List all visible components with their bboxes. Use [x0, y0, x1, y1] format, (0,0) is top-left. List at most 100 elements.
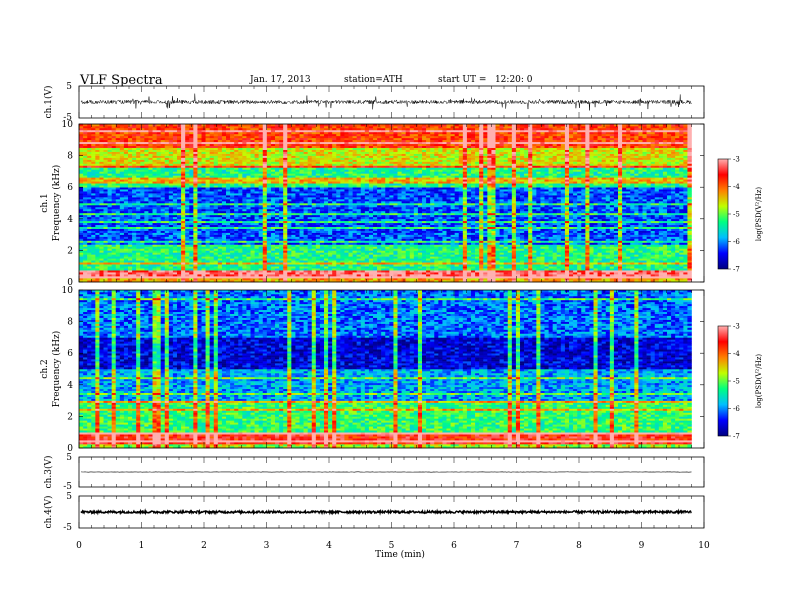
spectrogram-cell: [589, 270, 594, 273]
spectrogram-cell: [213, 230, 219, 233]
spectrogram-cell: [172, 264, 178, 267]
spectrogram-cell: [344, 270, 349, 273]
spectrogram-cell: [328, 240, 333, 243]
spectrogram-cell: [107, 222, 112, 226]
spectrogram-cell: [119, 222, 125, 226]
spectrogram-cell: [560, 218, 566, 222]
spectrogram-cell: [405, 268, 411, 271]
ch1-ytick-bottom: -5: [63, 113, 72, 123]
spectrogram-cell: [389, 262, 394, 265]
spectrogram-cell: [258, 230, 264, 233]
spectrogram-cell: [589, 266, 594, 269]
spectrogram-cell: [389, 218, 394, 222]
spectrogram-cell: [160, 278, 166, 281]
spectrogram-cell: [79, 252, 84, 255]
spectrogram-cell: [226, 256, 231, 259]
spectrogram-cell: [475, 244, 480, 247]
spectrogram-cell: [667, 238, 672, 241]
spectrogram-cell: [487, 236, 492, 239]
spectrogram-cell: [446, 224, 451, 227]
spectrogram-cell: [373, 274, 378, 277]
spectrogram-cell: [503, 254, 509, 257]
spectrogram-cell: [140, 238, 145, 241]
spectrogram-cell: [413, 258, 419, 261]
spectrogram-cell: [348, 224, 353, 227]
spectrogram-cell: [471, 258, 476, 261]
spectrogram-cell: [605, 256, 611, 259]
spectrogram-cell: [454, 230, 460, 233]
spectrogram-cell: [213, 244, 219, 247]
spectrogram-cell: [332, 262, 337, 265]
spectrogram-cell: [507, 262, 513, 265]
spectrogram-cell: [515, 272, 521, 275]
spectrogram-cell: [193, 248, 198, 251]
spectrogram-cell: [450, 278, 455, 281]
spectrogram-cell: [487, 260, 492, 263]
spectrogram-cell: [364, 256, 370, 259]
spectrogram-cell: [246, 260, 251, 263]
spectrogram-cell: [507, 218, 513, 222]
spectrogram-cell: [499, 266, 504, 269]
spectrogram-cell: [618, 246, 623, 249]
spectrogram-cell: [303, 236, 308, 239]
spectrogram-cell: [597, 280, 602, 283]
spectrogram-cell: [324, 234, 329, 237]
spectrogram-cell: [593, 266, 598, 269]
spectrogram-cell: [552, 238, 558, 241]
spectrogram-cell: [368, 264, 374, 267]
spectrogram-cell: [189, 274, 194, 277]
spectrogram-cell: [520, 278, 525, 281]
spectrogram-cell: [197, 218, 202, 222]
spectrogram-cell: [226, 268, 231, 271]
spectrogram-cell: [234, 278, 239, 281]
spectrogram-cell: [209, 244, 215, 247]
spectrogram-cell: [466, 220, 472, 224]
spectrogram-cell: [136, 238, 141, 241]
spectrogram-cell: [662, 218, 668, 222]
spectrogram-cell: [601, 224, 607, 227]
spectrogram-cell: [238, 234, 243, 237]
spectrogram-cell: [217, 220, 223, 224]
spectrogram-cell: [417, 270, 423, 273]
spectrogram-cell: [483, 244, 488, 247]
spectrogram-cell: [560, 234, 566, 237]
spectrogram-cell: [319, 232, 325, 235]
spectrogram-cell: [336, 234, 341, 237]
spectrogram-cell: [601, 246, 607, 249]
spectrogram-cell: [434, 250, 439, 253]
spectrogram-cell: [548, 252, 553, 255]
spectrogram-cell: [128, 274, 133, 277]
spectrogram-cell: [189, 256, 194, 259]
spectrogram-cell: [417, 256, 423, 259]
spectrogram-cell: [140, 262, 145, 265]
spectrogram-cell: [397, 216, 402, 220]
spectrogram-cell: [356, 274, 362, 277]
spectrogram-cell: [438, 222, 443, 226]
spectrogram-cell: [569, 250, 574, 253]
spectrogram-cell: [434, 262, 439, 265]
spectrogram-cell: [205, 262, 210, 265]
spectrogram-cell: [532, 236, 537, 239]
spectrogram-cell: [646, 266, 651, 269]
spectrogram-cell: [434, 222, 439, 226]
spectrogram-cell: [450, 274, 455, 277]
spectrogram-cell: [332, 264, 337, 267]
spectrogram-cell: [217, 216, 223, 220]
spectrogram-cell: [597, 218, 602, 222]
spectrogram-cell: [679, 252, 684, 255]
spectrogram-cell: [654, 250, 660, 253]
spectrogram-cell: [246, 232, 251, 235]
spectrogram-cell: [528, 280, 533, 283]
spectrogram-cell: [140, 226, 145, 229]
spectrogram-cell: [487, 266, 492, 269]
spectrogram-cell: [123, 238, 129, 241]
spectrogram-cell: [618, 260, 623, 263]
spectrogram-cell: [254, 228, 259, 231]
spectrogram-cell: [495, 238, 500, 241]
spectrogram-cell: [442, 232, 447, 235]
spectrogram-cell: [471, 260, 476, 263]
spectrogram-cell: [242, 216, 247, 220]
spectrogram-cell: [356, 240, 362, 243]
spectrogram-cell: [413, 222, 419, 226]
spectrogram-cell: [368, 260, 374, 263]
